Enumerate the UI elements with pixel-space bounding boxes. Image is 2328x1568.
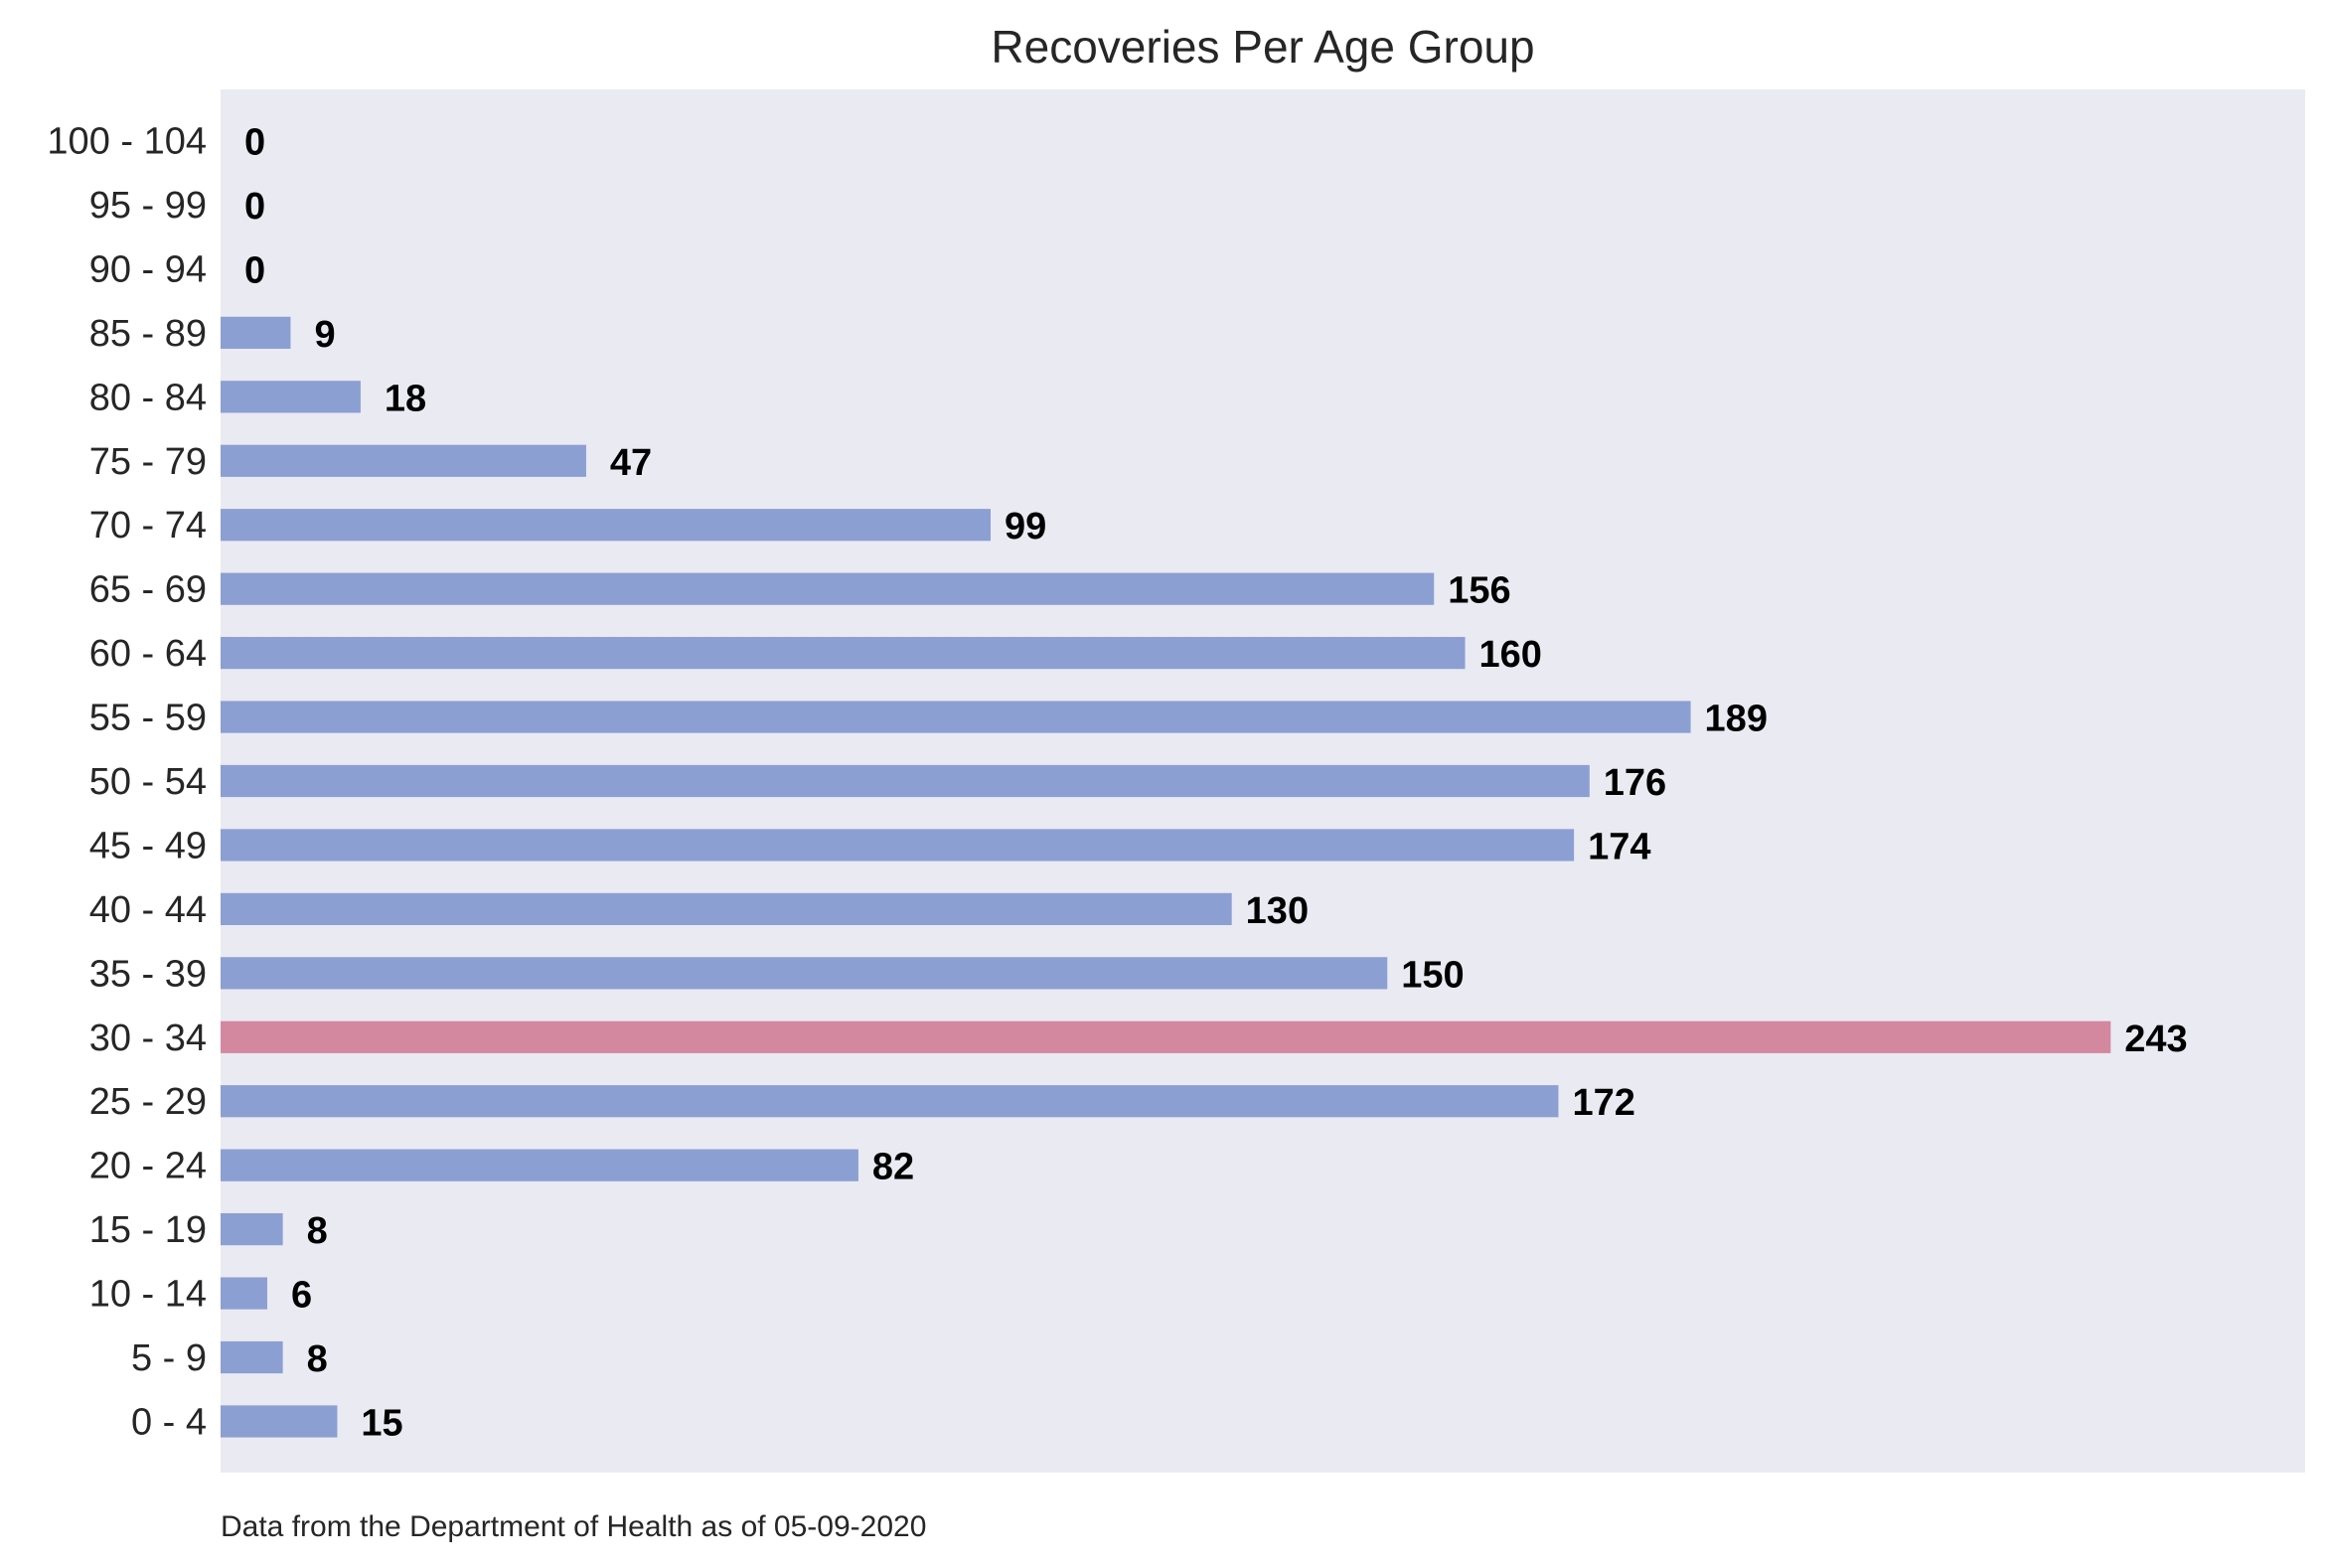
value-label: 8 [307, 1210, 328, 1252]
value-label: 99 [1005, 506, 1046, 548]
bar-25-29 [221, 1085, 1559, 1118]
value-label: 189 [1705, 699, 1768, 740]
bar-45-49 [221, 829, 1575, 862]
bar-40-44 [221, 892, 1232, 925]
y-tick-label: 95 - 99 [89, 185, 207, 227]
value-label: 156 [1448, 570, 1510, 612]
bar-20-24 [221, 1149, 858, 1181]
bar-75-79 [221, 444, 586, 477]
y-tick-label: 85 - 89 [89, 313, 207, 355]
chart-title: Recoveries Per Age Group [991, 21, 1534, 73]
y-tick-label: 25 - 29 [89, 1081, 207, 1123]
y-tick-label: 70 - 74 [89, 505, 207, 547]
value-label: 130 [1246, 890, 1309, 932]
value-label: 82 [872, 1147, 914, 1188]
y-tick-label: 0 - 4 [131, 1401, 207, 1443]
value-label: 160 [1479, 634, 1542, 676]
y-tick-label: 15 - 19 [89, 1209, 207, 1251]
y-tick-label: 20 - 24 [89, 1146, 207, 1187]
y-tick-label: 90 - 94 [89, 248, 207, 290]
value-label: 8 [307, 1338, 328, 1380]
y-tick-label: 60 - 64 [89, 633, 207, 675]
bar-0-4 [221, 1405, 338, 1438]
bar-10-14 [221, 1277, 267, 1310]
bar-50-54 [221, 764, 1590, 798]
value-label: 176 [1604, 762, 1666, 804]
value-label: 0 [244, 186, 265, 228]
y-tick-label: 45 - 49 [89, 825, 207, 866]
value-label: 150 [1401, 954, 1464, 996]
y-tick-label: 35 - 39 [89, 953, 207, 995]
y-tick-label: 40 - 44 [89, 889, 207, 931]
bar-15-19 [221, 1213, 283, 1246]
value-labels: 1586882172243150130174176189160156994718… [244, 122, 2188, 1445]
value-label: 6 [291, 1275, 312, 1317]
value-label: 18 [385, 378, 426, 419]
y-tick-label: 30 - 34 [89, 1018, 207, 1059]
y-tick-label: 100 - 104 [47, 121, 207, 163]
y-tick-label: 75 - 79 [89, 441, 207, 483]
y-tick-label: 5 - 9 [131, 1337, 207, 1379]
y-tick-label: 80 - 84 [89, 377, 207, 418]
bar-85-89 [221, 316, 291, 349]
bar-5-9 [221, 1340, 283, 1374]
bar-30-34 [221, 1020, 2111, 1053]
value-label: 172 [1572, 1082, 1634, 1124]
y-tick-label: 55 - 59 [89, 698, 207, 739]
bars-group [221, 316, 2111, 1438]
value-label: 243 [2124, 1019, 2187, 1060]
y-tick-label: 10 - 14 [89, 1274, 207, 1316]
value-label: 9 [314, 314, 335, 356]
bar-35-39 [221, 957, 1388, 990]
value-label: 0 [244, 122, 265, 164]
footnote: Data from the Department of Health as of… [221, 1510, 926, 1543]
y-tick-label: 50 - 54 [89, 761, 207, 803]
bar-70-74 [221, 509, 992, 542]
value-label: 47 [610, 442, 652, 484]
value-label: 15 [361, 1402, 402, 1444]
value-label: 0 [244, 249, 265, 291]
bar-80-84 [221, 381, 361, 413]
bar-65-69 [221, 572, 1435, 605]
bar-60-64 [221, 637, 1466, 670]
bar-55-59 [221, 701, 1691, 733]
value-label: 174 [1588, 826, 1650, 867]
y-tick-labels: 0 - 4 5 - 9 10 - 14 15 - 19 20 - 24 25 - 29 30… [47, 121, 207, 1444]
y-tick-label: 65 - 69 [89, 569, 207, 611]
